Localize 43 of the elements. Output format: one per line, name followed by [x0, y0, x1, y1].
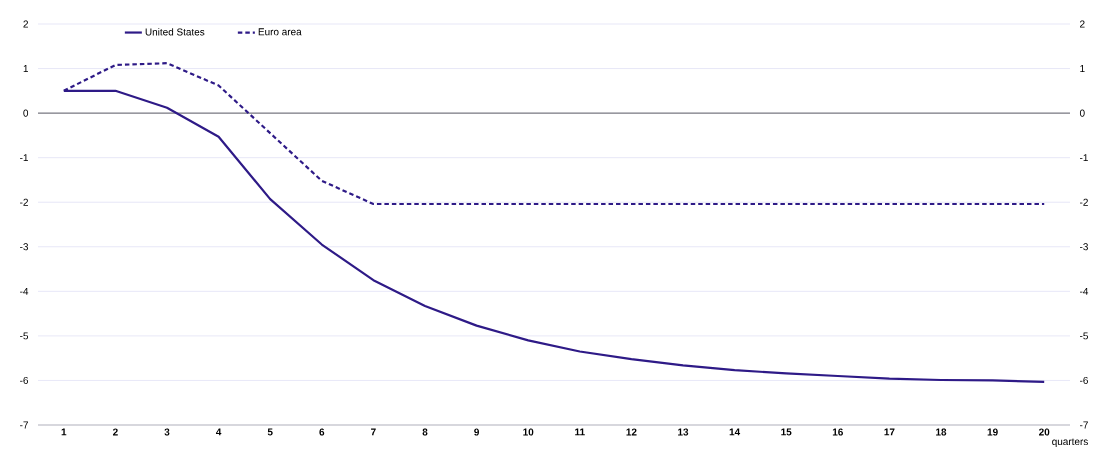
y2-tick-label: -4: [1079, 287, 1089, 295]
y2-tick-label: -7: [1079, 421, 1088, 429]
y2-tick-label: 0: [1079, 109, 1085, 117]
x-tick-label: 15: [781, 428, 792, 436]
legend-label: Euro area: [258, 28, 302, 36]
x-tick-label: 13: [678, 428, 689, 436]
x-axis-title: quarters: [1052, 438, 1088, 448]
y-tick-label: 2: [23, 20, 28, 28]
x-tick-label: 9: [474, 428, 479, 436]
y2-tick-label: 1: [1080, 65, 1085, 72]
x-tick-label: 17: [884, 428, 895, 436]
y-tick-label: -3: [20, 243, 29, 251]
y-tick-label: -7: [20, 421, 28, 429]
x-tick-label: 3: [164, 428, 170, 436]
x-tick-label: 5: [267, 428, 273, 436]
y2-tick-label: -6: [1079, 376, 1088, 384]
x-tick-label: 4: [215, 428, 222, 436]
x-tick-label: 12: [626, 428, 637, 436]
y2-tick-label: 2: [1080, 20, 1085, 28]
x-tick-label: 18: [936, 428, 947, 436]
y-tick-label: 1: [23, 65, 28, 72]
x-tick-label: 6: [319, 428, 325, 436]
y-tick-label: -4: [20, 287, 29, 295]
y2-tick-label: -1: [1079, 154, 1088, 162]
y-tick-label: -2: [20, 198, 28, 206]
x-tick-label: 20: [1039, 428, 1050, 436]
y-tick-label: 0: [23, 109, 29, 117]
y-tick-label: -1: [20, 154, 28, 162]
x-tick-label: 8: [422, 428, 428, 436]
x-tick-label: 16: [832, 428, 843, 436]
x-tick-label: 14: [729, 428, 741, 436]
x-tick-label: 2: [112, 428, 118, 436]
x-tick-label: 10: [523, 428, 534, 436]
legend-label: United States: [145, 28, 205, 36]
y2-tick-label: -2: [1079, 198, 1088, 206]
x-tick-label: 1: [61, 428, 67, 436]
y-tick-label: -5: [20, 332, 29, 340]
y2-tick-label: -5: [1079, 332, 1088, 340]
x-tick-label: 7: [371, 428, 376, 436]
x-tick-label: 11: [575, 428, 585, 436]
y2-tick-label: -3: [1079, 243, 1088, 251]
x-tick-label: 19: [987, 428, 998, 436]
y-tick-label: -6: [20, 376, 29, 384]
